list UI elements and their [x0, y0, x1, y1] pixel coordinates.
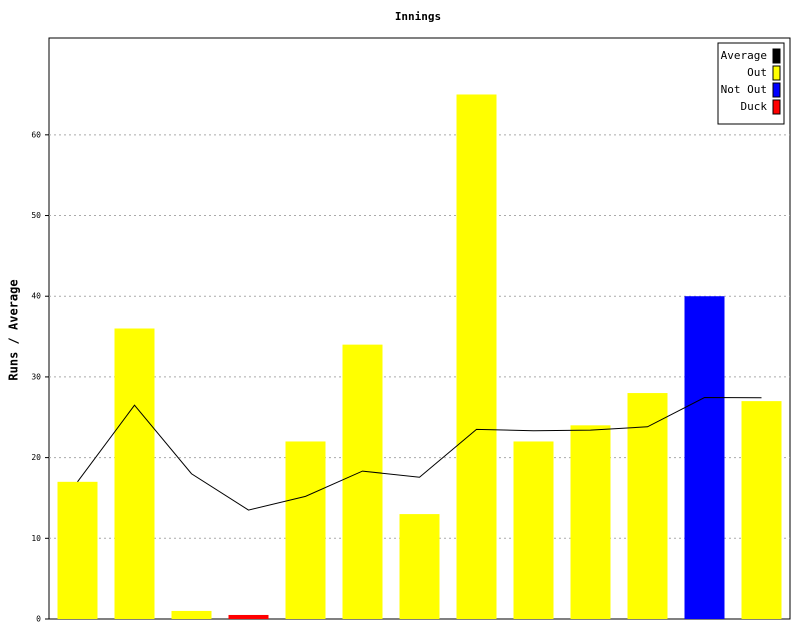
legend-swatch — [772, 48, 781, 64]
bar — [114, 328, 155, 619]
y-tick-label: 0 — [36, 615, 41, 624]
chart-title: Innings — [395, 10, 441, 23]
y-tick-label: 30 — [31, 372, 41, 381]
legend-swatch — [772, 65, 781, 81]
legend-swatch — [772, 99, 781, 115]
bar — [456, 94, 497, 620]
y-tick-label: 60 — [31, 130, 41, 139]
bar — [684, 296, 725, 619]
bar — [627, 393, 668, 619]
bar — [399, 514, 440, 619]
average-line — [77, 396, 762, 511]
bar — [171, 610, 212, 619]
bar — [570, 425, 611, 619]
y-tick-label: 10 — [31, 534, 41, 543]
bar — [228, 614, 269, 619]
y-tick-label: 20 — [31, 453, 41, 462]
legend-swatch — [772, 82, 781, 98]
legend-label: Out — [747, 66, 767, 79]
bar — [342, 344, 383, 619]
legend-label: Duck — [741, 100, 768, 113]
bar — [513, 441, 554, 619]
bar — [285, 441, 326, 619]
y-tick-label: 50 — [31, 211, 41, 220]
y-axis-label: Runs / Average — [7, 279, 21, 380]
y-tick-label: 40 — [31, 292, 41, 301]
bar — [741, 401, 782, 619]
legend-label: Average — [721, 49, 767, 62]
legend-label: Not Out — [721, 83, 767, 96]
bar — [57, 481, 98, 619]
